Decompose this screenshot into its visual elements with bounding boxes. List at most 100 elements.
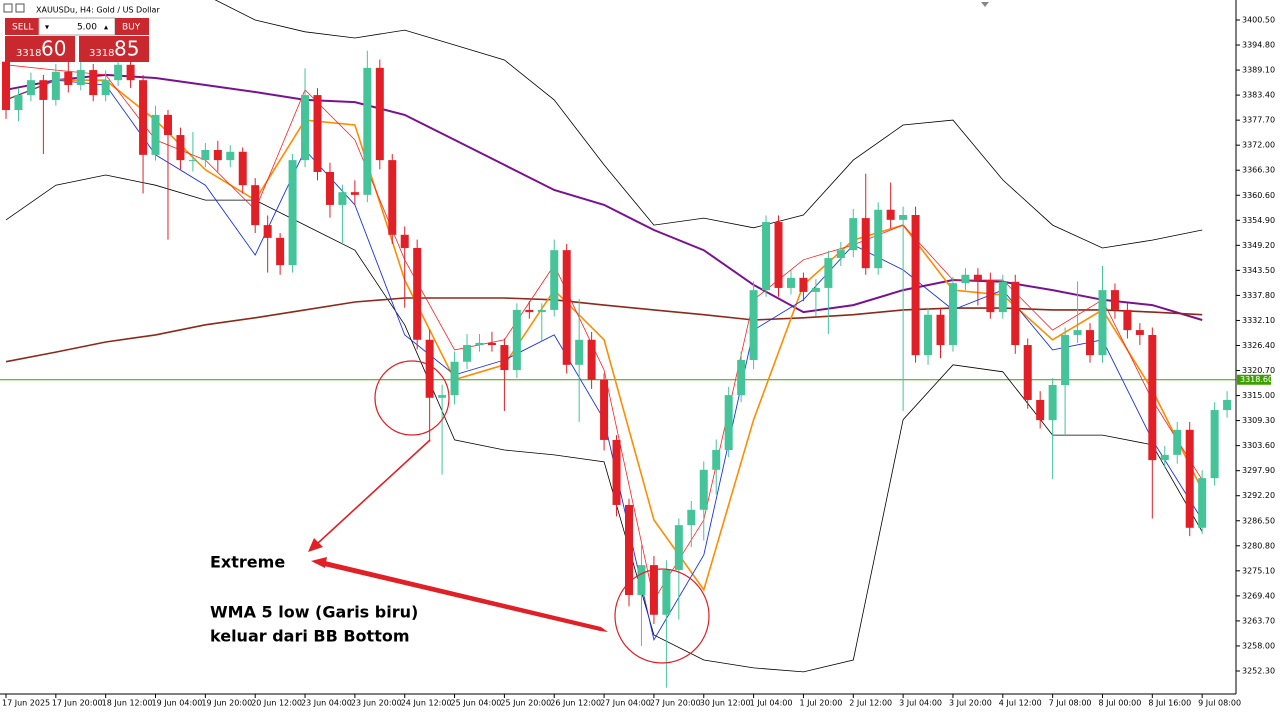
candle-body bbox=[899, 215, 908, 220]
candle-body bbox=[2, 61, 10, 111]
candle-body bbox=[301, 95, 310, 161]
buy-label[interactable]: BUY bbox=[122, 23, 141, 33]
candle-body bbox=[226, 151, 235, 161]
candle-body bbox=[263, 225, 272, 238]
y-tick-label: 3309.30 bbox=[1242, 416, 1275, 425]
x-tick-label: 27 Jun 04:00 bbox=[600, 699, 651, 708]
x-tick-label: 8 Jul 00:00 bbox=[1098, 699, 1141, 708]
candle-body bbox=[126, 64, 135, 81]
arrow-line bbox=[317, 439, 431, 544]
sell-price[interactable]: 3318 bbox=[16, 48, 41, 59]
x-tick-label: 24 Jun 12:00 bbox=[401, 699, 452, 708]
price-label: 3318.60 bbox=[1240, 375, 1273, 384]
candle-body bbox=[176, 135, 185, 161]
candle-body bbox=[849, 218, 858, 251]
candle-body bbox=[762, 222, 771, 291]
candle-body bbox=[811, 287, 820, 292]
candle-body bbox=[799, 277, 808, 292]
candle-body bbox=[1198, 478, 1207, 528]
candle-body bbox=[1223, 399, 1232, 411]
candle-body bbox=[325, 171, 334, 205]
x-tick-label: 17 Jun 20:00 bbox=[52, 699, 103, 708]
candle-body bbox=[188, 160, 197, 162]
candle-body bbox=[512, 309, 521, 371]
lot-down[interactable]: ▾ bbox=[45, 23, 49, 32]
indicator-line bbox=[5, 174, 1203, 673]
y-tick-label: 3354.90 bbox=[1242, 216, 1275, 225]
x-tick-label: 30 Jun 12:00 bbox=[700, 699, 751, 708]
candle-body bbox=[1135, 330, 1144, 335]
candle-body bbox=[64, 71, 73, 85]
y-tick-label: 3320.70 bbox=[1242, 366, 1275, 375]
x-tick-label: 8 Jul 16:00 bbox=[1148, 699, 1191, 708]
y-tick-label: 3394.80 bbox=[1242, 41, 1275, 50]
sell-button[interactable] bbox=[5, 18, 39, 35]
candle-body bbox=[14, 95, 23, 111]
axes-layer: 3400.50 3394.80 3389.10 3383.40 3377.70 3372.… bbox=[2, 15, 1275, 707]
candle-body bbox=[413, 247, 422, 340]
sell-price-box[interactable] bbox=[5, 36, 75, 62]
highlight-circle bbox=[374, 360, 450, 436]
candle-body bbox=[662, 569, 671, 615]
candle-body bbox=[998, 281, 1007, 313]
chart-title: XAUUSDu, H4: Gold / US Dollar bbox=[36, 6, 160, 15]
candle-body bbox=[936, 314, 945, 346]
candle-body bbox=[1173, 429, 1182, 455]
candle-body bbox=[649, 565, 658, 615]
candle-body bbox=[886, 209, 895, 220]
buy-button[interactable] bbox=[115, 18, 149, 35]
candle-body bbox=[450, 361, 459, 396]
candle-body bbox=[674, 525, 683, 570]
y-tick-label: 3332.10 bbox=[1242, 316, 1275, 325]
candle-body bbox=[438, 395, 447, 398]
buy-price-box[interactable] bbox=[79, 36, 149, 62]
x-tick-label: 19 Jun 20:00 bbox=[201, 699, 252, 708]
candle-body bbox=[961, 274, 970, 284]
candle-body bbox=[1011, 281, 1020, 346]
y-tick-label: 3269.40 bbox=[1242, 591, 1275, 600]
buy-pips[interactable]: 85 bbox=[114, 37, 139, 61]
x-tick-label: 25 Jun 20:00 bbox=[500, 699, 551, 708]
candle-body bbox=[625, 504, 633, 595]
candle-body bbox=[737, 359, 746, 396]
candle-body bbox=[637, 565, 646, 595]
candle-body bbox=[1185, 429, 1194, 528]
candle-layer bbox=[2, 50, 1232, 688]
candle-body bbox=[1036, 399, 1045, 421]
y-tick-label: 3360.60 bbox=[1242, 191, 1275, 200]
buy-price[interactable]: 3318 bbox=[89, 48, 114, 59]
x-tick-label: 1 Jul 04:00 bbox=[750, 699, 793, 708]
x-tick-label: 25 Jun 04:00 bbox=[451, 699, 502, 708]
x-tick-label: 7 Jul 08:00 bbox=[1049, 699, 1092, 708]
candle-body bbox=[114, 64, 123, 81]
candle-body bbox=[350, 192, 359, 195]
y-tick-label: 3303.60 bbox=[1242, 441, 1275, 450]
candle-body bbox=[101, 80, 110, 96]
candle-body bbox=[163, 114, 172, 136]
lot-value[interactable]: 5.00 bbox=[77, 23, 97, 33]
sell-pips[interactable]: 60 bbox=[41, 37, 66, 61]
candle-body bbox=[1086, 330, 1095, 356]
candle-body bbox=[1061, 334, 1070, 386]
candle-body bbox=[388, 160, 397, 235]
window-icon[interactable] bbox=[15, 3, 25, 13]
menu-icon[interactable] bbox=[3, 3, 13, 13]
candle-body bbox=[924, 314, 933, 356]
y-tick-label: 3343.50 bbox=[1242, 266, 1275, 275]
candle-body bbox=[712, 450, 721, 470]
candle-body bbox=[400, 234, 409, 248]
y-tick-label: 3366.30 bbox=[1242, 166, 1275, 175]
lot-up[interactable]: ▴ bbox=[104, 23, 108, 32]
y-tick-label: 3349.20 bbox=[1242, 241, 1275, 250]
sell-label[interactable]: SELL bbox=[12, 23, 33, 33]
candle-body bbox=[562, 250, 571, 365]
y-tick-label: 3315.00 bbox=[1242, 391, 1275, 400]
candle-body bbox=[836, 250, 845, 259]
candle-body bbox=[39, 80, 48, 100]
price-label-box bbox=[1237, 374, 1271, 385]
candle-body bbox=[1160, 454, 1169, 461]
arrow-head bbox=[311, 557, 327, 568]
x-tick-label: 2 Jul 12:00 bbox=[849, 699, 892, 708]
